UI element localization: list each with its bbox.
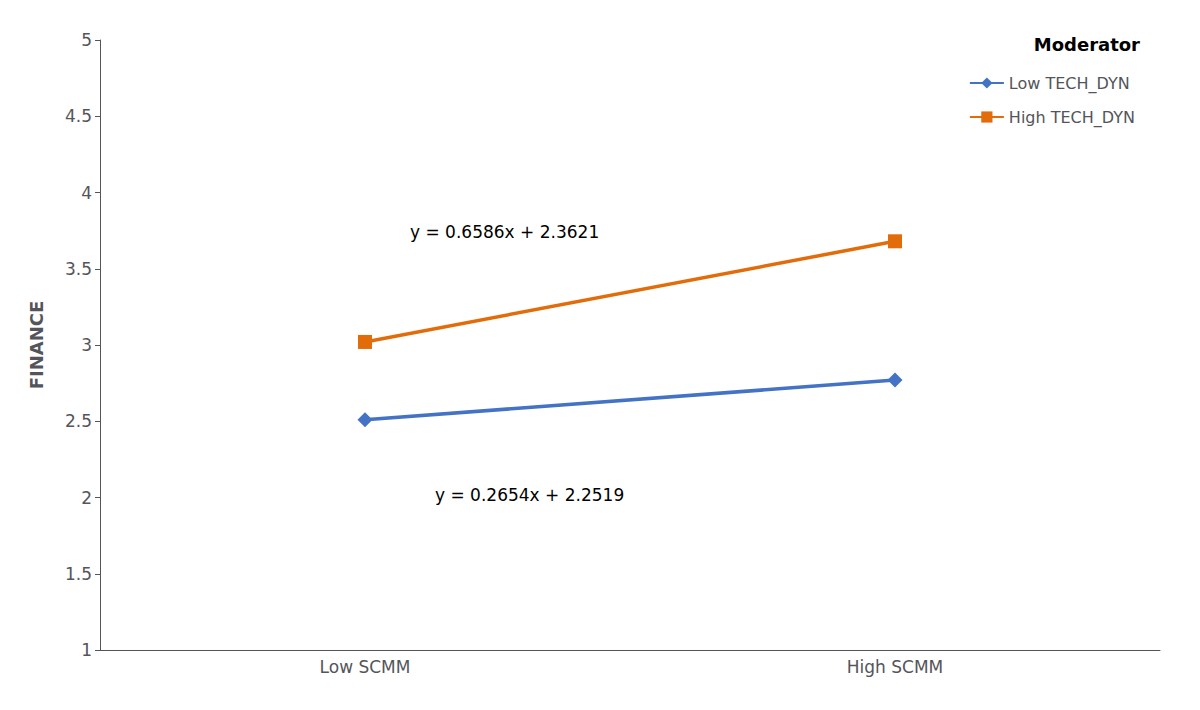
svg-text:Moderator: Moderator bbox=[1034, 34, 1140, 55]
svg-text:2.5: 2.5 bbox=[65, 411, 92, 431]
svg-text:High TECH_DYN: High TECH_DYN bbox=[1009, 108, 1135, 128]
svg-text:4.5: 4.5 bbox=[65, 106, 92, 126]
svg-text:3.5: 3.5 bbox=[65, 259, 92, 279]
svg-text:y = 0.2654x + 2.2519: y = 0.2654x + 2.2519 bbox=[435, 485, 624, 505]
svg-text:2: 2 bbox=[81, 488, 92, 508]
svg-text:FINANCE: FINANCE bbox=[26, 301, 47, 390]
svg-text:High SCMM: High SCMM bbox=[847, 657, 943, 677]
svg-text:Low SCMM: Low SCMM bbox=[320, 657, 411, 677]
svg-text:3: 3 bbox=[81, 335, 92, 355]
svg-text:5: 5 bbox=[81, 30, 92, 50]
svg-text:Low TECH_DYN: Low TECH_DYN bbox=[1009, 74, 1130, 94]
svg-text:4: 4 bbox=[81, 183, 92, 203]
svg-text:y = 0.6586x + 2.3621: y = 0.6586x + 2.3621 bbox=[410, 222, 599, 242]
svg-text:1.5: 1.5 bbox=[65, 564, 92, 584]
svg-text:1: 1 bbox=[81, 640, 92, 660]
